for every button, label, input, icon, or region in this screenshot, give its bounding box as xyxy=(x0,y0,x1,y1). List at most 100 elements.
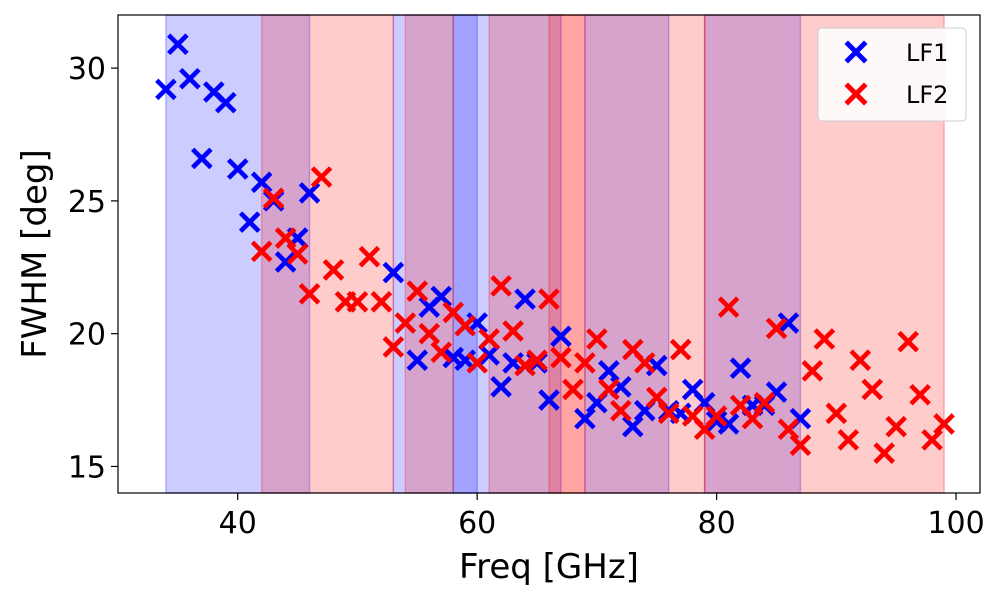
legend-marker-lf1 xyxy=(844,40,868,64)
point-lf1-6 xyxy=(226,158,249,180)
point-lf1-40 xyxy=(729,357,752,379)
point-lf2-56 xyxy=(921,429,943,451)
point-lf2-30 xyxy=(610,399,632,422)
point-lf2-35 xyxy=(669,338,692,361)
band-lf2-2 xyxy=(488,14,586,494)
point-lf2-22 xyxy=(514,354,536,377)
point-lf1-25 xyxy=(538,389,560,411)
point-lf2-53 xyxy=(885,415,907,438)
point-lf2-43 xyxy=(765,317,788,340)
point-lf2-12 xyxy=(394,312,417,334)
point-lf2-11 xyxy=(382,336,405,358)
y-tick-label: 25 xyxy=(68,185,106,220)
x-tick-label: 80 xyxy=(698,506,736,541)
point-lf1-20 xyxy=(478,344,500,366)
point-lf2-50 xyxy=(849,349,872,372)
point-lf1-23 xyxy=(514,288,536,310)
point-lf1-13 xyxy=(382,261,405,284)
x-tick-label: 100 xyxy=(927,506,984,541)
point-lf2-41 xyxy=(741,407,764,430)
legend: LF1 LF2 xyxy=(817,27,967,122)
band-lf1-3 xyxy=(584,14,670,494)
point-lf2-2 xyxy=(274,227,297,249)
point-lf2-55 xyxy=(909,383,931,406)
legend-label: LF2 xyxy=(906,81,948,109)
x-axis-label: Freq [GHz] xyxy=(459,547,639,587)
point-lf2-51 xyxy=(861,378,884,401)
point-lf2-10 xyxy=(370,291,393,313)
point-lf2-14 xyxy=(418,322,441,345)
point-lf2-47 xyxy=(813,328,836,350)
data-points xyxy=(155,33,955,464)
point-lf1-10 xyxy=(274,251,297,273)
point-lf2-24 xyxy=(538,288,560,310)
frequency-bands xyxy=(165,14,945,494)
point-lf2-6 xyxy=(322,259,345,281)
point-lf2-25 xyxy=(550,346,572,369)
point-lf2-5 xyxy=(310,166,333,188)
point-lf1-44 xyxy=(777,312,800,334)
point-lf2-44 xyxy=(777,418,800,441)
y-tick-label: 15 xyxy=(68,450,106,485)
point-lf1-8 xyxy=(250,171,273,194)
point-lf2-52 xyxy=(873,442,896,464)
point-lf2-33 xyxy=(645,386,668,409)
point-lf2-19 xyxy=(478,328,500,350)
point-lf1-3 xyxy=(191,147,213,170)
legend-item-lf1: LF1 xyxy=(844,39,948,67)
legend-marker-lf2 xyxy=(844,82,868,106)
point-lf2-57 xyxy=(933,413,955,435)
point-lf2-0 xyxy=(250,240,273,263)
x-axis: 40 60 80 100 xyxy=(219,493,985,541)
legend-item-lf2: LF2 xyxy=(844,81,948,109)
point-lf1-0 xyxy=(155,78,177,101)
point-lf1-31 xyxy=(622,415,644,438)
point-lf2-32 xyxy=(633,352,656,374)
point-lf2-29 xyxy=(598,378,620,401)
y-axis-label: FWHM [deg] xyxy=(15,149,55,359)
point-lf1-1 xyxy=(167,33,189,55)
point-lf2-48 xyxy=(825,402,848,425)
point-lf2-13 xyxy=(406,280,429,302)
point-lf2-15 xyxy=(430,341,453,364)
point-lf2-21 xyxy=(502,320,524,342)
point-lf1-7 xyxy=(238,211,261,233)
point-lf1-2 xyxy=(179,67,201,90)
y-tick-label: 30 xyxy=(68,52,106,87)
x-tick-label: 60 xyxy=(458,506,496,541)
y-tick-label: 20 xyxy=(68,318,106,353)
point-lf2-42 xyxy=(753,391,776,414)
point-lf1-5 xyxy=(214,91,237,114)
point-lf1-29 xyxy=(598,360,620,382)
point-lf2-20 xyxy=(490,275,512,297)
band-lf1-1 xyxy=(392,14,478,494)
point-lf2-1 xyxy=(262,187,285,210)
point-lf2-9 xyxy=(358,245,381,268)
point-lf2-34 xyxy=(657,402,680,425)
point-lf2-27 xyxy=(574,352,596,374)
point-lf2-39 xyxy=(717,296,740,318)
point-lf1-26 xyxy=(550,325,572,348)
point-lf2-17 xyxy=(454,314,476,337)
point-lf2-45 xyxy=(789,434,812,456)
band-lf1-0 xyxy=(165,14,311,494)
plot-frame xyxy=(117,14,981,494)
point-lf2-28 xyxy=(586,328,608,350)
point-lf2-8 xyxy=(346,291,369,313)
point-lf1-14 xyxy=(406,349,429,372)
point-lf2-4 xyxy=(298,283,321,305)
point-lf2-23 xyxy=(526,349,548,372)
legend-label: LF1 xyxy=(906,39,948,67)
point-lf2-46 xyxy=(801,360,824,382)
point-lf1-16 xyxy=(430,285,453,308)
y-axis: 15 20 25 30 xyxy=(68,52,118,485)
point-lf2-26 xyxy=(562,378,584,401)
point-lf1-12 xyxy=(298,182,321,204)
point-lf2-3 xyxy=(286,243,309,265)
point-lf2-49 xyxy=(837,429,860,451)
band-lf2-1 xyxy=(404,14,454,494)
point-lf1-27 xyxy=(574,407,596,430)
point-lf2-38 xyxy=(705,405,728,427)
point-lf1-21 xyxy=(490,375,512,398)
